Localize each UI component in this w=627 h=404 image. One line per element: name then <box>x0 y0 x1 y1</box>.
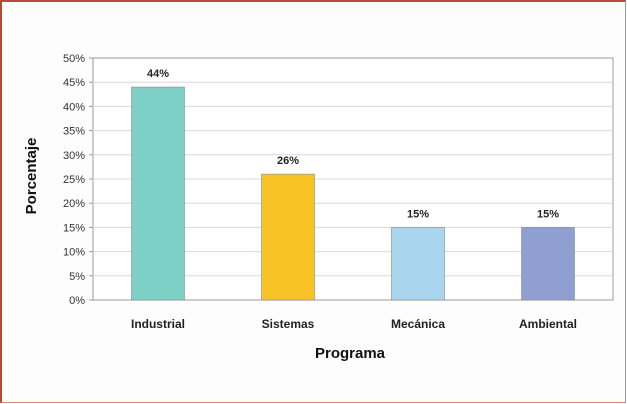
y-tick-label: 10% <box>63 247 85 259</box>
y-tick-label: 15% <box>63 222 85 234</box>
bar-sistemas <box>261 173 315 301</box>
category-label: Ambiental <box>519 317 577 331</box>
category-label: Mecánica <box>391 317 445 331</box>
data-label: 15% <box>537 208 559 220</box>
bar-mecanica <box>391 227 445 301</box>
y-tick-labels: 0% 5% 10% 15% 20% 25% 30% 35% 40% 45% 50% <box>63 53 85 307</box>
bars <box>131 86 575 301</box>
data-labels: 44% 26% 15% 15% <box>147 68 559 220</box>
y-tick-label: 30% <box>63 150 85 162</box>
bar-ambiental <box>521 227 575 301</box>
y-tick-label: 35% <box>63 126 85 138</box>
data-label: 44% <box>147 68 169 80</box>
category-label: Industrial <box>131 317 185 331</box>
y-tick-label: 45% <box>63 77 85 89</box>
y-tick-label: 40% <box>63 101 85 113</box>
data-label: 15% <box>407 208 429 220</box>
category-labels: Industrial Sistemas Mecánica Ambiental <box>131 317 577 331</box>
y-tick-label: 5% <box>69 271 85 283</box>
data-label: 26% <box>277 155 299 167</box>
x-axis-title: Programa <box>315 345 386 362</box>
y-axis-title: Porcentaje <box>23 138 40 215</box>
bar-industrial <box>131 86 185 301</box>
y-tick-label: 50% <box>63 53 85 65</box>
y-tick-label: 0% <box>69 295 85 307</box>
y-tick-label: 20% <box>63 198 85 210</box>
y-tick-label: 25% <box>63 174 85 186</box>
category-label: Sistemas <box>262 317 315 331</box>
